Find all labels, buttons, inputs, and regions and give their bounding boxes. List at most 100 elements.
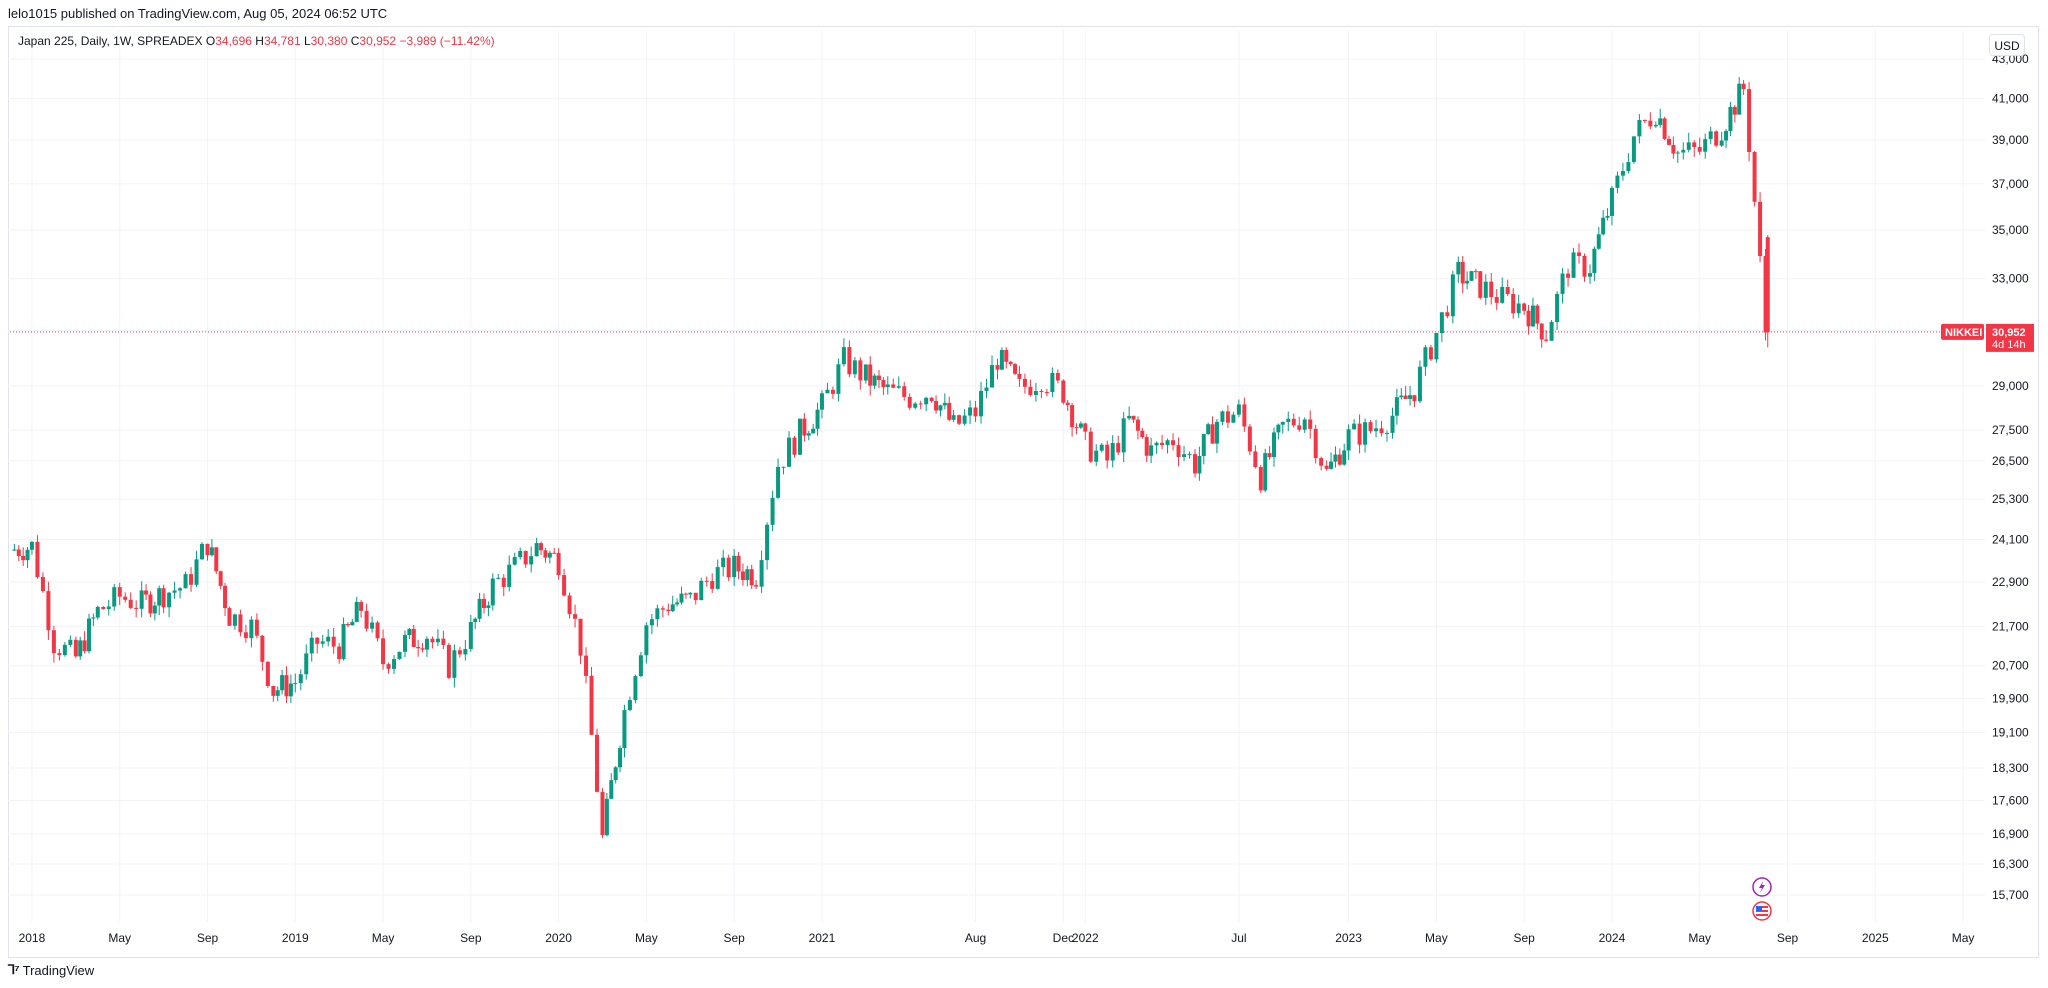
candle-body [326,636,331,642]
candle-body [1050,372,1055,393]
tv-logo-icon: ⅂⁷ [8,962,20,977]
time-axis[interactable]: 2018 May Sep 2019 May Sep 2020 May Sep 2021 Aug Dec… [19,931,1975,945]
candle-body [539,543,544,551]
candle-body [1121,418,1126,453]
candle-body [1008,361,1013,365]
candle-body [1220,411,1225,422]
candle-body [819,393,824,410]
candle-body [649,619,654,626]
candle-body [902,386,907,397]
candle-body [29,541,34,550]
candle-body [57,653,62,655]
candle-body [749,569,754,586]
candle-body [1763,256,1768,333]
candle-body [62,644,67,655]
candle-body [112,587,117,607]
candle-body [715,567,720,589]
candle-body [1291,418,1296,426]
candle-body [1637,120,1642,137]
candle-body [123,596,128,600]
candle-body [990,365,995,388]
us-flag-icon[interactable] [1752,901,1772,921]
candle-body [280,675,285,691]
tradingview-logo[interactable]: ⅂⁷ TradingView [8,962,94,978]
candle-body [1374,428,1379,432]
candle-body [1741,83,1746,90]
candle-body [1258,467,1263,491]
price-tick-label: 24,100 [1992,533,2029,547]
price-tick-label: 22,900 [1992,575,2029,589]
candle-body [260,635,265,662]
candle-body [1099,444,1104,451]
candle-body [1297,425,1302,430]
time-tick-label: Aug [965,931,986,945]
candle-body [1697,147,1702,152]
candle-body [446,644,451,678]
candle-body [254,619,259,636]
candle-body [35,541,40,578]
candle-body [1302,419,1307,430]
candle-body [1522,303,1527,311]
candle-body [622,710,627,749]
candle-body [424,638,429,650]
lightning-icon[interactable] [1752,877,1772,897]
candle-body [249,619,254,639]
candle-body [298,674,303,684]
candle-body [1765,237,1770,332]
candle-body [51,630,56,654]
candle-body [95,606,100,618]
candle-body [1357,423,1362,445]
candle-body [1160,442,1165,446]
candle-body [688,592,693,595]
candle-body [161,588,166,608]
candle-body [547,552,552,558]
price-tick-label: 19,100 [1992,725,2029,739]
candle-body [1214,421,1219,444]
low-value: 30,380 [310,34,348,48]
candle-body [152,605,157,614]
candle-body [613,767,618,781]
candle-body [1149,445,1154,456]
candle-body [1337,454,1342,465]
candle-body [238,614,243,633]
candle-body [1074,427,1079,429]
candle-body [1140,430,1145,438]
candle-body [1154,442,1159,446]
candle-body [968,407,973,416]
candle-body [1516,303,1521,314]
candle-body [1642,120,1647,122]
candle-body [973,407,978,417]
candle-body [655,608,660,620]
close-value: 30,952 [359,34,397,48]
candle-body [490,578,495,606]
candle-body [337,646,342,660]
candle-body [1758,201,1763,257]
candle-body [482,598,486,608]
candle-body [1346,429,1351,451]
candle-body [1460,261,1465,284]
candle-body [1544,339,1549,341]
price-axis[interactable]: 15,700 16,300 16,900 17,600 18,300 19,100 19,9… [1992,52,2029,902]
candle-body [1176,445,1181,457]
candle-body [1577,252,1582,256]
candle-body [1225,411,1230,423]
candle-body [1313,428,1318,459]
time-tick-label: 2022 [1072,931,1099,945]
candle-body [87,618,91,652]
currency-button[interactable]: USD [1989,34,2025,56]
candle-body [1272,432,1276,458]
candle-body [600,791,605,836]
price-tick-label: 26,500 [1992,454,2029,468]
candle-body [885,384,890,388]
candle-body [416,646,421,649]
candle-body [644,625,649,656]
open-value: 34,696 [215,34,252,48]
time-tick-label: Sep [723,931,745,945]
candle-body [473,618,478,623]
candle-body [157,588,162,606]
candle-body [1671,144,1676,154]
candle-body [924,397,929,405]
candle-body [468,622,473,650]
candle-body [178,588,183,591]
